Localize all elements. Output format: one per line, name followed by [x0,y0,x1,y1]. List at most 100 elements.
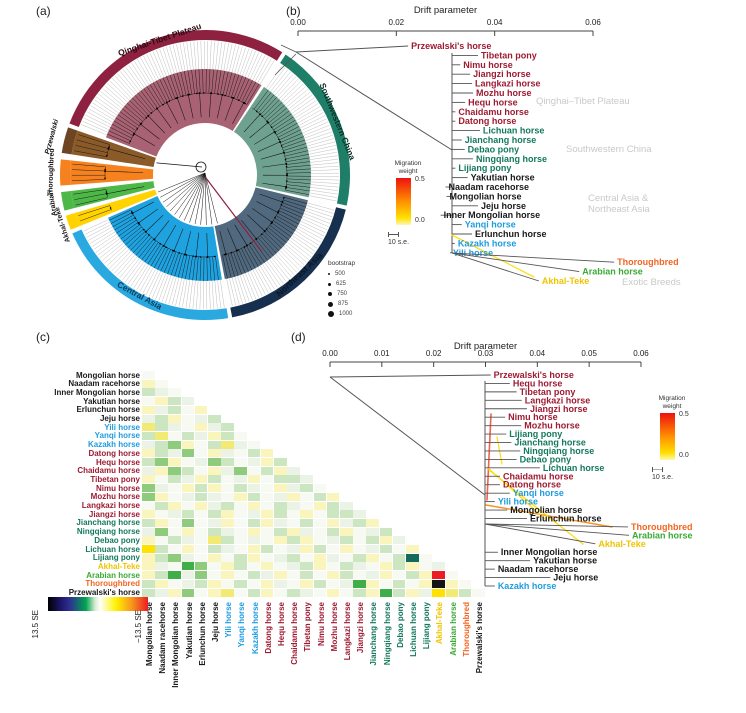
tree-tip-label: Thoroughbred [617,257,679,267]
heatmap-cell [155,405,168,414]
heatmap-cell [260,458,274,467]
heatmap-column-label: Yili horse [224,602,234,638]
heatmap-cell [208,423,221,432]
heatmap-cell [247,449,261,458]
heatmap-column-label: Kazakh horse [250,602,260,655]
heatmap-cell [155,536,168,545]
heatmap-colorbar [48,597,148,611]
heatmap-cell [353,510,366,519]
tree-tip-label: Erlunchun horse [530,513,602,523]
heatmap-row-label: Debao pony [94,535,140,545]
heatmap-cell [326,571,340,580]
heatmap-cell [168,405,181,414]
heatmap-cell [326,588,340,597]
heatmap-cell [326,553,340,562]
heatmap-cell [155,562,168,571]
bootstrap-legend: bootstrap 500 625 750 875 1000 [328,260,355,319]
heatmap-cell [313,484,327,493]
heatmap-cell [142,562,155,571]
group-annotation-label: Qinghai–Tibet Plateau [536,96,630,107]
heatmap-cell [194,484,208,493]
heatmap-cell [247,440,261,449]
heatmap-cell [181,449,195,458]
heatmap-row-label: Lijiang pony [92,553,140,563]
heatmap-cell [300,501,313,510]
heatmap-cell [419,562,432,571]
region-arc-label: Przewalski [44,118,60,155]
heatmap-cell [287,492,300,501]
axis-tick-label: 0.02 [426,349,442,358]
heatmap-cell [274,510,287,519]
heatmap-cell [392,536,406,545]
colorbar-max-label: 13.5 SE [31,610,40,639]
heatmap-cell [326,536,340,545]
heatmap-cell [168,484,181,493]
heatmap-cell [340,527,353,536]
heatmap-row-label: Lichuan horse [85,544,140,554]
heatmap-cell [142,579,155,588]
heatmap-cell [142,545,155,554]
heatmap-cell [406,545,419,554]
tree-tip-label: Mozhu horse [524,421,580,431]
tree-tip-label: Jiangzi horse [473,69,531,79]
panel-c-label: (c) [36,330,50,344]
heatmap-cell [445,579,459,588]
heatmap-cell [313,579,327,588]
migration-max-value: 0.5 [415,176,425,183]
migration-min-value: 0.0 [679,452,689,459]
heatmap-cell [247,527,261,536]
heatmap-cell [234,527,247,536]
heatmap-cell [194,449,208,458]
heatmap-cell [287,475,300,484]
heatmap-cell [234,571,247,580]
tree-tip-label: Thoroughbred [631,522,693,532]
heatmap-cell [155,397,168,406]
heatmap-cell [353,579,366,588]
migration-legend-title2: weight [398,167,418,175]
heatmap-cell [168,458,181,467]
heatmap-cell [168,571,181,580]
bootstrap-dot-icon [328,273,330,275]
tree-tip-label: Przewalski's horse [494,370,574,380]
heatmap-cell [181,536,195,545]
tree-tip-label: Jianchang horse [465,135,537,145]
heatmap-cell [208,510,221,519]
heatmap-cell [379,536,393,545]
tree-tip-label: Jiangzi horse [530,404,588,414]
region-arc-label: Northeast Asia [274,250,324,299]
bootstrap-value: 750 [337,291,348,297]
group-inner-wedge [71,130,156,168]
region-arc-label: Thoroughbred [47,148,56,196]
heatmap-cell [181,475,195,484]
tree-tip-label: Przewalski's horse [411,41,491,51]
heatmap-cell [260,553,274,562]
heatmap-cell [419,571,432,580]
heatmap-cell [234,588,247,597]
heatmap-cell [274,527,287,536]
heatmap-cell [194,562,208,571]
heatmap-cell [234,466,247,475]
heatmap-cell [366,536,379,545]
heatmap-cell [247,484,261,493]
heatmap-cell [181,458,195,467]
heatmap-cell [221,484,234,493]
heatmap-column-label: Thoroughbred [461,602,471,657]
bootstrap-value: 500 [335,271,346,277]
heatmap-cell [300,553,313,562]
panel-d-label: (d) [291,330,306,344]
heatmap-cell [234,475,247,484]
heatmap-cell [155,571,168,580]
heatmap-cell [326,545,340,554]
heatmap-row-label: Datong horse [88,448,140,458]
heatmap-cell [247,562,261,571]
heatmap-cell [445,588,459,597]
heatmap-cell [208,484,221,493]
heatmap-cell [274,475,287,484]
heatmap-cell [208,466,221,475]
heatmap-cell [392,588,406,597]
bootstrap-dot-icon [328,301,333,307]
axis-tick-label: 0.03 [478,349,494,358]
heatmap-cell [142,371,155,380]
bootstrap-legend-item: 750 [328,289,355,299]
